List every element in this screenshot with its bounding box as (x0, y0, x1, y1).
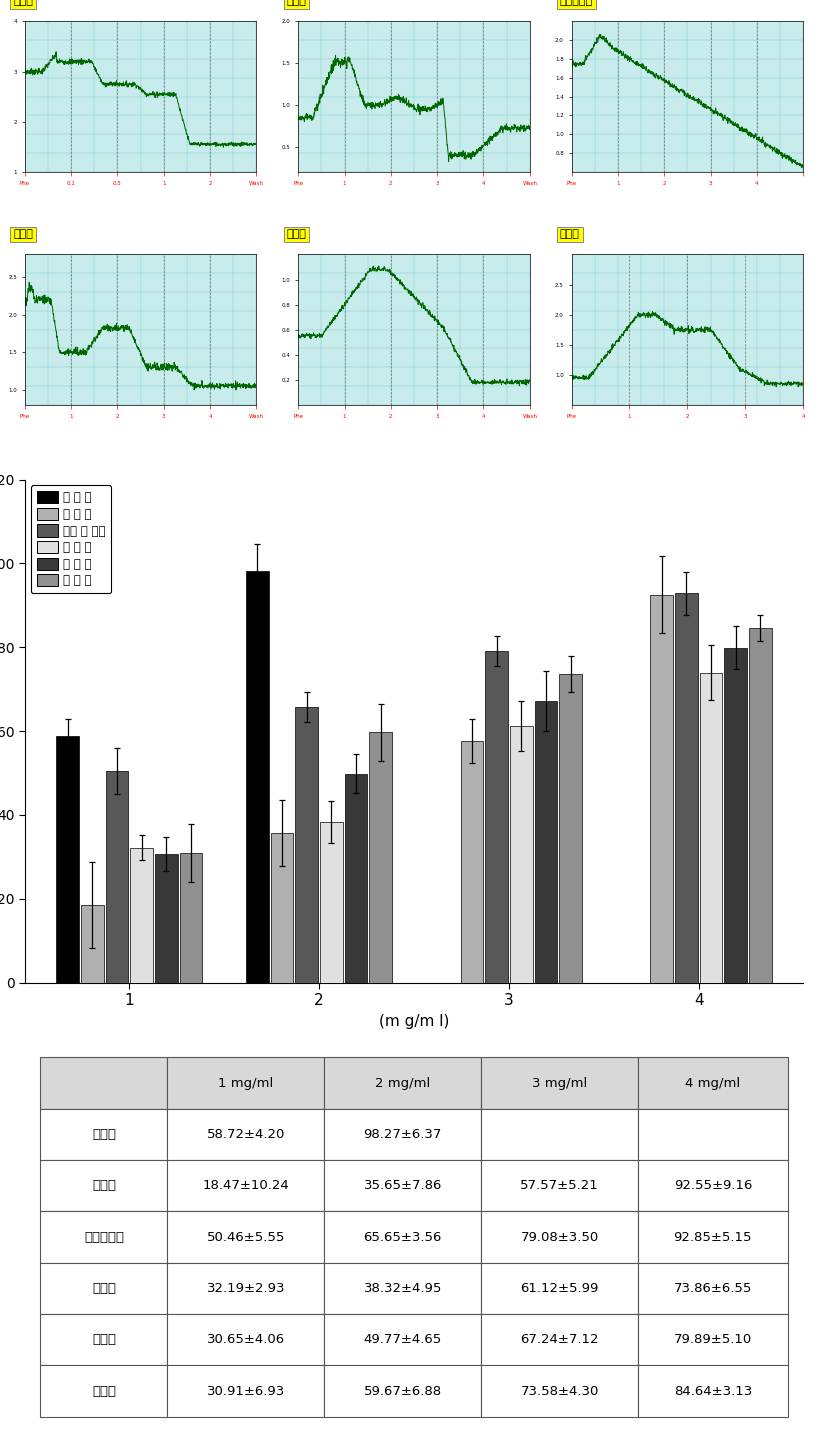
Bar (485, 651, 507, 983)
Bar (699, 673, 722, 983)
Bar (534, 701, 557, 983)
Bar (344, 774, 367, 983)
Text: 가시오가피: 가시오가피 (559, 0, 592, 6)
Bar (320, 821, 342, 983)
Legend: 오 미 자, 복 분 자, 가시 오 가피, 음 양 곳, 조 구 등, 인 진 숙: 오 미 자, 복 분 자, 가시 오 가피, 음 양 곳, 조 구 등, 인 진… (31, 485, 111, 592)
Text: 복분자: 복분자 (286, 0, 306, 6)
Bar (155, 854, 178, 983)
Bar (674, 594, 697, 983)
Bar (81, 906, 103, 983)
Bar (748, 628, 771, 983)
Bar (649, 595, 672, 983)
X-axis label: (m g/m l): (m g/m l) (379, 1013, 448, 1029)
Text: 조구등: 조구등 (286, 229, 306, 239)
Text: 음양곳: 음양곳 (13, 229, 33, 239)
Text: 인진숙: 인진숙 (559, 229, 579, 239)
Bar (56, 737, 79, 983)
Text: 오미자: 오미자 (13, 0, 33, 6)
Bar (509, 727, 532, 983)
Bar (270, 833, 293, 983)
Bar (369, 733, 392, 983)
Bar (130, 847, 153, 983)
Bar (295, 707, 318, 983)
Bar (460, 741, 483, 983)
Bar (179, 853, 202, 983)
Bar (558, 674, 581, 983)
Bar (105, 771, 128, 983)
Bar (724, 648, 746, 983)
Bar (246, 571, 269, 983)
